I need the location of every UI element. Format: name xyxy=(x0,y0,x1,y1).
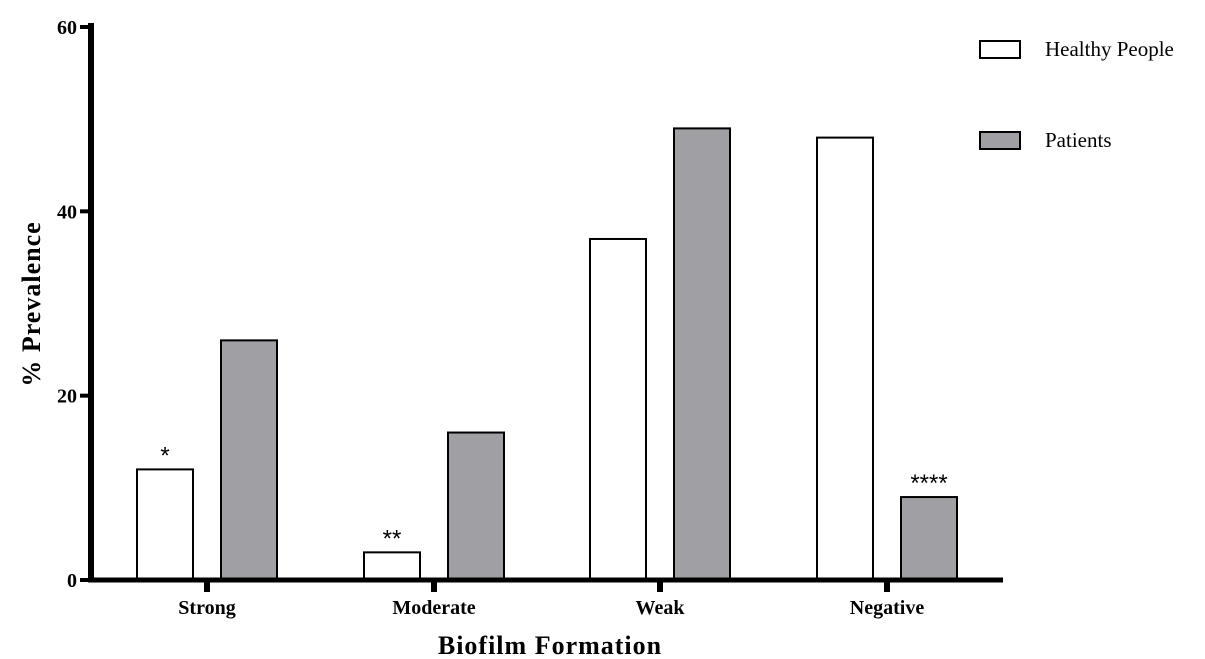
legend-swatch-healthy-people xyxy=(979,40,1021,59)
axes-group: 0 20 40 60 Strong Moderate Weak Negative xyxy=(57,17,1003,619)
bar-weak-healthy-people xyxy=(589,237,647,581)
bar-moderate-healthy-people xyxy=(363,551,421,581)
significance-marker: **** xyxy=(910,470,947,497)
y-tick-label: 40 xyxy=(57,201,77,223)
bars-group xyxy=(136,127,958,581)
significance-annotations: ******* xyxy=(160,442,947,552)
x-tick-label: Strong xyxy=(178,597,235,619)
x-axis-title: Biofilm Formation xyxy=(438,631,662,659)
x-tick-label: Moderate xyxy=(392,597,475,619)
y-tick-label: 0 xyxy=(67,570,77,592)
y-tick-label: 60 xyxy=(57,17,77,39)
y-axis-title: % Prevalence xyxy=(17,221,46,386)
bar-negative-healthy-people xyxy=(816,136,874,581)
legend-label: Patients xyxy=(1045,128,1112,152)
significance-marker: * xyxy=(160,442,169,469)
bar-strong-healthy-people xyxy=(136,468,194,581)
x-tick-label: Weak xyxy=(636,597,686,619)
legend-swatch-patients xyxy=(979,131,1021,150)
y-tick-label: 20 xyxy=(57,386,77,408)
bar-negative-patients xyxy=(900,496,958,581)
legend-label: Healthy People xyxy=(1045,37,1174,61)
bar-weak-patients xyxy=(673,127,731,581)
bar-moderate-patients xyxy=(447,431,505,581)
significance-marker: ** xyxy=(383,525,402,552)
legend: Healthy People Patients xyxy=(979,37,1174,152)
x-tick-label: Negative xyxy=(850,597,925,619)
bar-strong-patients xyxy=(220,339,278,581)
